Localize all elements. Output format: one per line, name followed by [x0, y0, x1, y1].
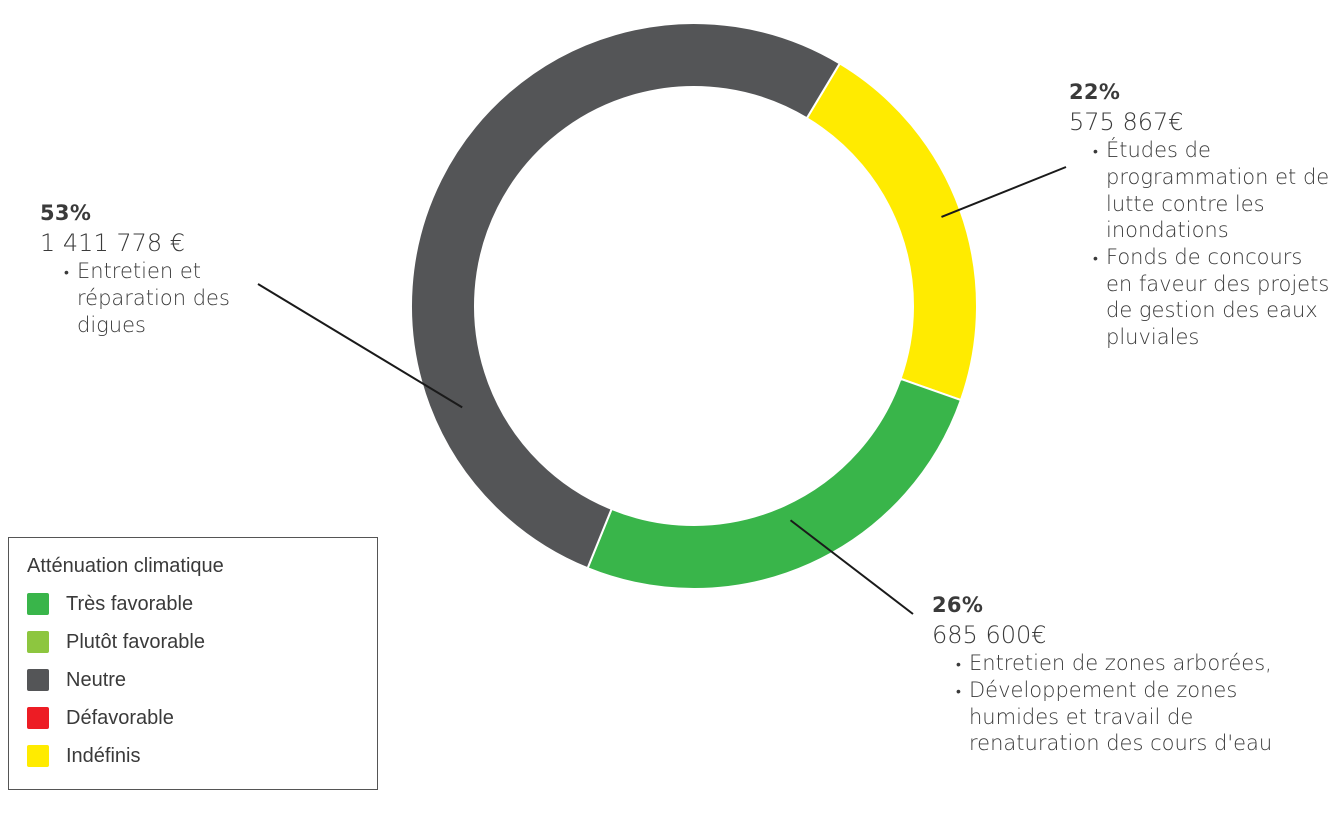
legend-swatch — [27, 707, 49, 729]
callout-undefined-item: Fonds de concours en faveur des projets … — [1093, 244, 1331, 351]
legend-item-rather-favorable: Plutôt favorable — [27, 623, 377, 661]
callout-neutral-percent: 53% — [40, 201, 92, 225]
callout-neutral-list: Entretien et réparation des digues — [64, 258, 290, 338]
legend-label: Neutre — [66, 668, 127, 691]
legend-item-neutral: Neutre — [27, 661, 377, 699]
legend-swatch — [27, 669, 49, 691]
callout-undefined-percent: 22% — [1069, 80, 1121, 104]
callout-undefined: 22% 575 867€ Études de programmation et … — [1069, 79, 1331, 351]
callout-undefined-amount: 575 867€ — [1069, 108, 1184, 137]
legend-swatch — [27, 745, 49, 767]
callout-very-favorable: 26% 685 600€ Entretien de zones arborées… — [932, 592, 1331, 757]
callout-undefined-list: Études de programmation et de lutte cont… — [1093, 137, 1331, 350]
legend-label: Indéfinis — [66, 744, 141, 767]
donut-slice-neutral — [410, 22, 842, 570]
donut-slices — [410, 22, 978, 590]
legend-swatch — [27, 593, 49, 615]
callout-neutral-amount: 1 411 778 € — [40, 229, 186, 258]
callout-very-favorable-item: Entretien de zones arborées, — [956, 650, 1296, 680]
legend: Atténuation climatique Très favorable Pl… — [8, 537, 378, 790]
donut-slice-undef — [805, 62, 978, 402]
callout-undefined-item: Études de programmation et de lutte cont… — [1093, 137, 1331, 244]
legend-label: Défavorable — [66, 706, 174, 729]
callout-neutral-item: Entretien et réparation des digues — [64, 258, 290, 338]
callout-very-favorable-amount: 685 600€ — [932, 621, 1047, 650]
leader-line-fav — [789, 519, 914, 615]
leader-line-neutral — [257, 283, 463, 409]
legend-label: Plutôt favorable — [66, 630, 205, 653]
legend-title: Atténuation climatique — [27, 555, 224, 577]
legend-item-unfavorable: Défavorable — [27, 699, 377, 737]
donut-slice-fav — [586, 377, 963, 590]
callout-very-favorable-percent: 26% — [932, 593, 984, 617]
callout-neutral: 53% 1 411 778 € Entretien et réparation … — [40, 200, 290, 338]
legend-item-undefined: Indéfinis — [27, 737, 377, 775]
legend-label: Très favorable — [66, 592, 194, 615]
callout-very-favorable-item: Développement de zones humides et travai… — [956, 677, 1296, 757]
callout-very-favorable-list: Entretien de zones arborées, Développeme… — [956, 650, 1296, 757]
leader-line-undef — [941, 166, 1067, 218]
legend-swatch — [27, 631, 49, 653]
legend-item-very-favorable: Très favorable — [27, 585, 377, 623]
leader-lines — [257, 166, 1067, 615]
